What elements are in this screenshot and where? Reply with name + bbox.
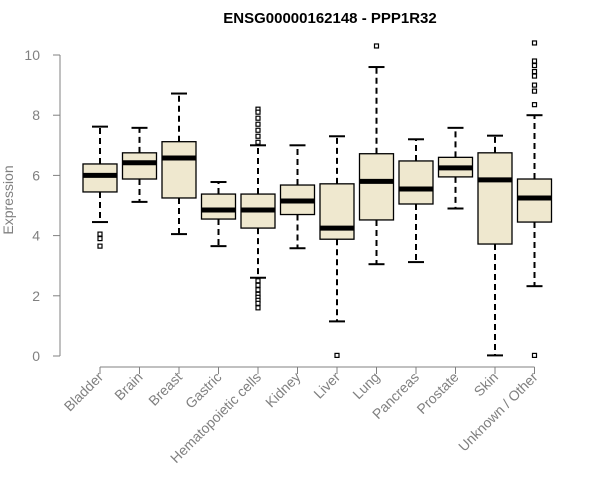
outlier-point [531, 62, 538, 69]
y-tick-label: 0 [32, 348, 40, 364]
chart-title: ENSG00000162148 - PPP1R32 [223, 10, 436, 27]
outlier-point [255, 305, 261, 311]
y-tick-label: 8 [32, 107, 40, 123]
outlier-point [531, 352, 538, 358]
outlier-point [531, 58, 538, 64]
outlier-point [255, 278, 261, 284]
outlier-point [373, 43, 380, 49]
outlier-point [334, 352, 340, 358]
outlier-point [255, 109, 261, 115]
outlier-point [255, 287, 261, 293]
x-tick-label: Lung [349, 369, 382, 402]
outlier-point [531, 82, 538, 88]
outlier-point [255, 300, 261, 306]
x-tick-label: Liver [310, 369, 343, 402]
y-tick-label: 4 [32, 228, 40, 244]
outlier-point [531, 40, 538, 46]
outlier-point [531, 73, 538, 79]
outlier-point [531, 102, 538, 108]
outlier-point [255, 121, 261, 127]
outlier-point [531, 88, 538, 94]
outlier-point [531, 68, 538, 75]
box-iqr [516, 178, 553, 223]
box-iqr [121, 152, 158, 180]
box-iqr [477, 152, 513, 245]
x-tick-label: Prostate [413, 369, 461, 417]
box-iqr [319, 183, 355, 240]
box-iqr [398, 160, 434, 205]
x-tick-label: Skin [471, 369, 502, 400]
x-tick-label: Kidney [262, 369, 304, 411]
box-iqr [82, 163, 118, 193]
box-iqr [358, 153, 395, 221]
box-iqr [200, 193, 237, 220]
box-iqr [161, 141, 197, 199]
x-tick-label: Brain [111, 369, 145, 403]
outlier-point [255, 133, 261, 139]
outlier-point [255, 282, 261, 288]
outlier-point [255, 127, 261, 133]
y-tick-label: 10 [24, 47, 40, 63]
outlier-point [255, 115, 261, 121]
outlier-point [97, 243, 103, 249]
y-axis-label: Expression [0, 165, 16, 234]
y-tick-label: 2 [32, 288, 40, 304]
x-tick-label: Bladder [61, 369, 107, 415]
outlier-point [97, 231, 103, 237]
x-tick-label: Breast [145, 369, 185, 409]
y-tick-label: 6 [32, 167, 40, 183]
outlier-point [255, 139, 261, 145]
outlier-point [97, 236, 103, 242]
